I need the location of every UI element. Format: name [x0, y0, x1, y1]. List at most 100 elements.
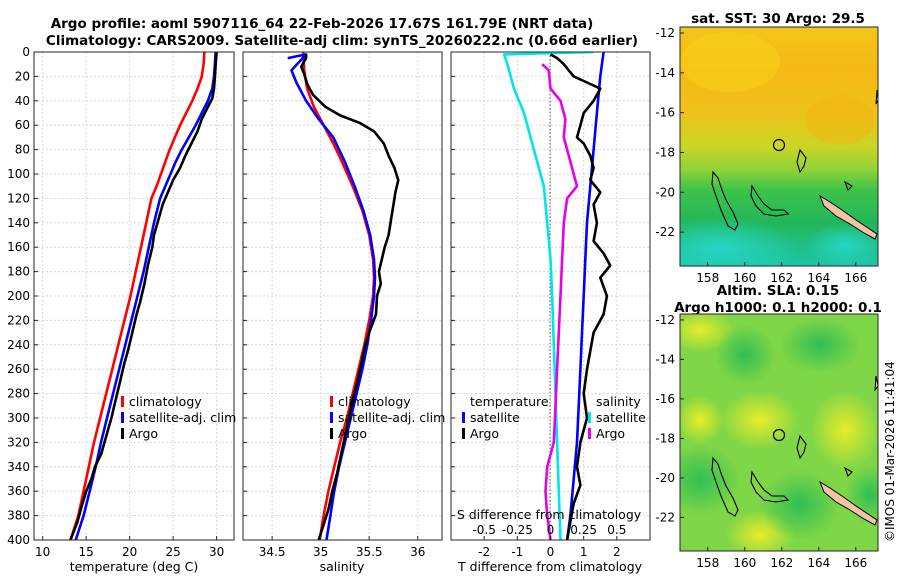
y-tick-label: 60	[15, 118, 30, 132]
reef-outline	[796, 434, 807, 460]
x-tick-label: 2	[613, 545, 621, 559]
map-y-tick-label: -18	[655, 145, 675, 159]
legend-marker-satellite	[121, 412, 124, 423]
imos-timestamp: ©IMOS 01-Mar-2026 11:41:04	[883, 361, 897, 542]
legend-marker-climatology	[121, 396, 124, 407]
argo-location-marker	[772, 428, 786, 442]
x-tick-label: 35	[313, 545, 328, 559]
difference-series-group	[502, 52, 612, 540]
legend-label-temp-satellite: satellite	[470, 410, 520, 425]
difference-legend: temperature satellite Argo salinity sate…	[462, 394, 646, 441]
sst-cool-patch	[680, 216, 800, 266]
new-caledonia-land	[818, 480, 878, 526]
x-tick-label: 0	[547, 545, 555, 559]
series-line-satellite-adj-clim	[74, 52, 217, 540]
legend-marker-temp-satellite	[462, 412, 465, 423]
y-tick-label: 220	[7, 313, 30, 327]
y-tick-label: 20	[15, 69, 30, 83]
x-tick-label: 20	[122, 545, 137, 559]
argo-location-marker	[772, 138, 786, 152]
x2-tick-label: -0.5	[472, 523, 495, 537]
new-caledonia-land	[818, 194, 878, 240]
series-line-climatology	[69, 52, 206, 540]
x-tick-label: 34.5	[259, 545, 286, 559]
reef-outline	[711, 456, 739, 517]
sla-map-frame	[679, 313, 879, 552]
series-line-argo	[69, 52, 218, 540]
legend-marker-sal-satellite	[588, 412, 591, 423]
legend-marker-temp-argo	[462, 428, 465, 439]
sst-map-panel: sat. SST: 30 Argo: 29.5 158 160 162 164 166 -…	[655, 11, 879, 285]
temperature-difference-xlabel: T difference from climatology	[457, 559, 643, 574]
reef-outline	[750, 470, 790, 503]
sla-heatmap	[680, 314, 878, 551]
x-tick-label: -1	[511, 545, 523, 559]
sla-high-patch	[810, 390, 878, 470]
y-tick-label: 360	[7, 484, 30, 498]
map-y-tick-label: -14	[655, 352, 675, 366]
map-x-tick-label: 166	[844, 556, 867, 570]
legend-label-satellite: satellite-adj. clim	[129, 410, 236, 425]
map-x-tick-label: 162	[770, 556, 793, 570]
x-tick-label: 25	[165, 545, 180, 559]
sla-high-patch	[680, 395, 725, 445]
sla-low-patch	[760, 470, 840, 540]
salinity-difference-xlabel: S difference from climatology	[457, 507, 642, 522]
sst-warm-patch	[805, 95, 875, 145]
legend-label-temp-argo: Argo	[470, 426, 499, 441]
temperature-grid	[34, 51, 234, 541]
salinity-series-group	[287, 52, 400, 540]
reef-outline	[711, 170, 739, 231]
salinity-tick-labels: 34.5 35 35.5 36	[243, 51, 425, 559]
reef-outline	[843, 466, 853, 477]
legend-marker-sal-argo	[588, 428, 591, 439]
x-tick-label: 35.5	[356, 545, 383, 559]
legend-label-climatology: climatology	[129, 394, 202, 409]
y-tick-label: 100	[7, 167, 30, 181]
map-y-tick-label: -12	[655, 313, 675, 327]
map-x-tick-label: 164	[807, 271, 830, 285]
y-tick-label: 120	[7, 191, 30, 205]
y-tick-label: 160	[7, 240, 30, 254]
map-x-tick-label: 160	[733, 271, 756, 285]
map-y-tick-label: -16	[655, 106, 675, 120]
legend-marker-argo	[330, 428, 333, 439]
sla-map-tick-labels: 158 160 162 164 166 -12 -14 -16 -18 -20 -22	[655, 313, 867, 570]
y-tick-label: 40	[15, 94, 30, 108]
map-x-tick-label: 158	[696, 556, 719, 570]
salinity-legend: climatology satellite-adj. clim Argo	[330, 394, 445, 441]
x2-tick-label: 0	[547, 523, 555, 537]
map-x-tick-label: 158	[696, 271, 719, 285]
sst-heatmap	[680, 27, 878, 266]
y-tick-label: 380	[7, 509, 30, 523]
temperature-legend: climatology satellite-adj. clim Argo	[121, 394, 236, 441]
y-tick-label: 320	[7, 435, 30, 449]
x-tick-label: 36	[410, 545, 425, 559]
difference-grid	[451, 51, 650, 541]
series-line-temperature-argo	[565, 52, 605, 540]
y-tick-label: 200	[7, 289, 30, 303]
map-y-tick-label: -22	[655, 510, 675, 524]
sla-map-panel: Altim. SLA: 0.15 Argo h1000: 0.1 h2000: …	[655, 283, 882, 570]
sst-cool-patch	[805, 223, 878, 266]
y-tick-label: 340	[7, 460, 30, 474]
legend-marker-argo	[121, 428, 124, 439]
x-tick-label: 10	[35, 545, 50, 559]
series-line-argo	[299, 54, 400, 540]
map-y-tick-label: -18	[655, 431, 675, 445]
y-tick-label: 400	[7, 533, 30, 547]
sst-map-title: sat. SST: 30 Argo: 29.5	[691, 11, 865, 27]
legend-label-climatology: climatology	[338, 394, 411, 409]
x-tick-label: 1	[580, 545, 588, 559]
map-x-tick-label: 160	[733, 556, 756, 570]
map-y-tick-label: -12	[655, 26, 675, 40]
legend-header-salinity: salinity	[596, 394, 641, 409]
figure-title-line1: Argo profile: aoml 5907116_64 22-Feb-202…	[51, 16, 594, 32]
legend-label-sal-satellite: satellite	[596, 410, 646, 425]
series-line-salinity-argo	[549, 53, 612, 540]
sla-map-title: Altim. SLA: 0.15	[717, 283, 839, 299]
salinity-grid	[243, 51, 442, 541]
legend-marker-climatology	[330, 396, 333, 407]
sla-low-patch	[715, 325, 775, 385]
series-line-salinity-satellite	[541, 63, 579, 540]
